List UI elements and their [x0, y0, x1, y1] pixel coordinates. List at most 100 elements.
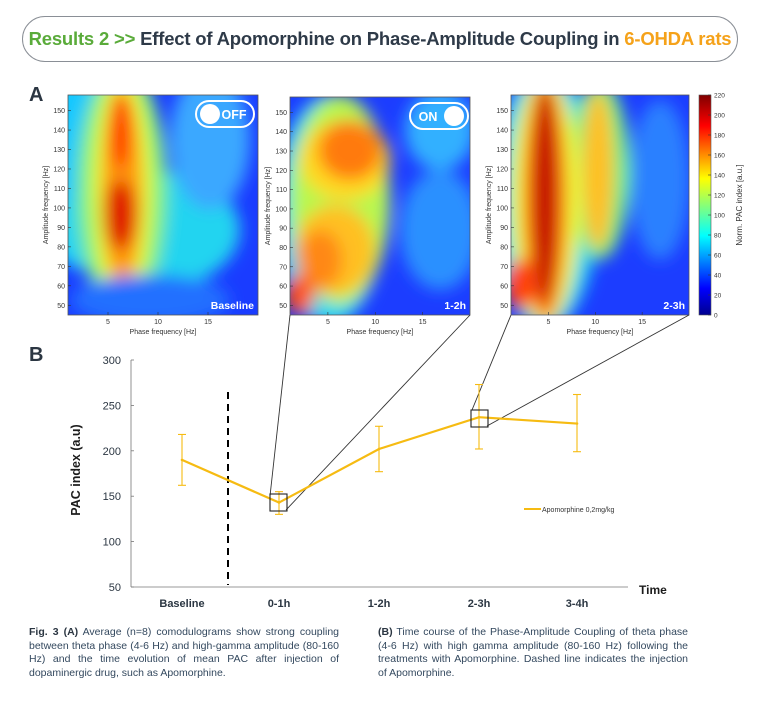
x-tick-label: 0-1h: [268, 598, 291, 610]
toggle-off-text: OFF: [222, 108, 247, 122]
heatmap-ylabel: Amplitude frequency [Hz]: [43, 166, 50, 244]
y-tick-label: 100: [103, 537, 121, 549]
heatmap-xtick-label: 15: [204, 319, 212, 326]
title-text: Effect of Apomorphine on Phase-Amplitude…: [140, 28, 620, 49]
heatmap-ytick-label: 110: [497, 186, 508, 193]
heatmap-ytick-label: 100: [53, 205, 65, 212]
heatmap-ytick-label: 150: [275, 110, 287, 117]
heatmap-ytick-label: 110: [54, 186, 65, 193]
caption-b: (B) Time course of the Phase-Amplitude C…: [378, 626, 688, 680]
heatmap-ytick-label: 110: [276, 187, 287, 194]
heatmap-ytick-label: 130: [275, 149, 287, 156]
legend-label: Apomorphine 0,2mg/kg: [542, 507, 614, 514]
heatmap-ytick-label: 130: [496, 147, 508, 154]
heatmap-xtick-label: 10: [154, 319, 162, 326]
heatmap-ylabel: Amplitude frequency [Hz]: [486, 166, 493, 244]
heatmap-xtick-label: 10: [591, 319, 599, 326]
x-tick-label: 1-2h: [368, 598, 391, 610]
title-prefix: Results 2 >>: [28, 28, 136, 49]
figure-canvas: 50 60 70 80 90 100 110 120 130 140 150 5 10 15 Phase f…: [43, 93, 744, 611]
x-tick-label: 3-4h: [566, 598, 589, 610]
heatmap-xlabel: Phase frequency [Hz]: [130, 329, 197, 336]
colorbar-tick-label: 100: [714, 213, 725, 220]
heatmap-1-2h: [289, 96, 471, 316]
heatmap-ytick-label: 140: [53, 128, 65, 135]
heatmap-ytick-label: 60: [57, 283, 65, 290]
heatmap-ylabel: Amplitude frequency [Hz]: [265, 167, 272, 245]
caption-fig-number: Fig. 3: [29, 626, 59, 638]
heatmap-ytick-label: 80: [57, 244, 65, 251]
heatmap-ytick-label: 130: [53, 147, 65, 154]
line-chart: 50 100 150 200 250 300 Baseline 0-1h 1-2h 2-3h 3-…: [69, 355, 667, 610]
heatmap-xtick-label: 15: [419, 319, 427, 326]
heatmap-ytick-label: 150: [496, 108, 508, 115]
heatmap-ytick-label: 120: [53, 166, 65, 173]
caption-b-text: Time course of the Phase-Amplitude Coupl…: [378, 626, 688, 679]
colorbar-tick-label: 220: [714, 93, 725, 100]
heatmap-ytick-label: 50: [57, 303, 65, 310]
panel-label-b: B: [29, 344, 44, 366]
panel-label-a: A: [29, 84, 44, 106]
heatmap-ytick-label: 70: [279, 264, 287, 271]
heatmap-ytick-label: 140: [496, 128, 508, 135]
heatmap-panel-label: 1-2h: [444, 300, 466, 312]
heatmap-xtick-label: 5: [106, 319, 110, 326]
heatmap-ytick-label: 80: [500, 244, 508, 251]
title-banner: Results 2 >> Effect of Apomorphine on Ph…: [22, 16, 738, 62]
heatmap-ytick-label: 50: [279, 303, 287, 310]
y-axis-title: PAC index (a.u): [69, 424, 83, 515]
heatmap-axes-2: 50 60 70 80 90 100 110 120 130 140 150 5 10 15 Phase f…: [486, 108, 685, 336]
series-line-apomorphine: [181, 416, 578, 504]
toggle-on-text: ON: [419, 110, 438, 124]
heatmap-ytick-label: 140: [275, 129, 287, 136]
highlight-box-0-1h: [269, 493, 288, 512]
legend: Apomorphine 0,2mg/kg: [524, 507, 614, 514]
colorbar-tick-label: 60: [714, 253, 722, 260]
heatmap-ytick-label: 60: [500, 283, 508, 290]
heatmap-ytick-label: 50: [500, 303, 508, 310]
x-tick-label: 2-3h: [468, 598, 491, 610]
heatmap-ytick-label: 70: [57, 264, 65, 271]
heatmap-ytick-label: 70: [500, 264, 508, 271]
colorbar-tick-label: 80: [714, 233, 722, 240]
heatmap-xtick-label: 10: [371, 319, 379, 326]
heatmap-xlabel: Phase frequency [Hz]: [347, 329, 414, 336]
y-tick-label: 150: [103, 491, 121, 503]
x-axis-title: Time: [639, 583, 667, 597]
heatmap-panel-label: 2-3h: [663, 300, 685, 312]
highlight-box-2-3h: [470, 409, 489, 428]
heatmap-2-3h: [510, 94, 690, 316]
y-tick-label: 50: [109, 582, 121, 594]
y-tick-label: 300: [103, 355, 121, 367]
title-highlight: 6-OHDA rats: [624, 28, 732, 49]
toggle-on: ON: [409, 102, 469, 130]
x-tick-label: Baseline: [159, 598, 204, 610]
colorbar-tick-label: 180: [714, 133, 725, 140]
y-tick-label: 250: [103, 400, 121, 412]
heatmap-ytick-label: 90: [279, 226, 287, 233]
caption-a-text: Average (n=8) comodulograms show strong …: [29, 626, 339, 679]
colorbar-label: Norm. PAC index [a.u.]: [735, 164, 744, 245]
heatmap-ytick-label: 100: [275, 206, 287, 213]
heatmap-xlabel: Phase frequency [Hz]: [567, 329, 634, 336]
colorbar-tick-label: 160: [714, 153, 725, 160]
heatmap-xtick-label: 15: [638, 319, 646, 326]
heatmap-ytick-label: 150: [53, 108, 65, 115]
colorbar-tick-label: 140: [714, 173, 725, 180]
caption-a: Fig. 3 (A) Average (n=8) comodulograms s…: [29, 626, 339, 680]
heatmap-panel-label: Baseline: [211, 300, 254, 312]
heatmap-ytick-label: 120: [496, 166, 508, 173]
heatmap-axes-0: 50 60 70 80 90 100 110 120 130 140 150 5 10 15 Phase f…: [43, 108, 254, 336]
colorbar-tick-label: 40: [714, 273, 722, 280]
heatmap-ytick-label: 100: [496, 205, 508, 212]
heatmap-axes: 50 60 70 80 90 100 110 120 130 140 150 5 10 15 Phase f…: [43, 108, 685, 336]
y-tick-label: 200: [103, 446, 121, 458]
colorbar-tick-label: 20: [714, 293, 722, 300]
colorbar-tick-label: 200: [714, 113, 725, 120]
heatmap-ytick-label: 120: [275, 168, 287, 175]
heatmap-ytick-label: 90: [500, 225, 508, 232]
colorbar: 0 20 40 60 80 100 120 140 160 180 200 220 Norm. PAC …: [698, 93, 744, 320]
heatmap-xtick-label: 5: [326, 319, 330, 326]
caption-b-tag: (B): [378, 626, 393, 638]
heatmap-ytick-label: 90: [57, 225, 65, 232]
